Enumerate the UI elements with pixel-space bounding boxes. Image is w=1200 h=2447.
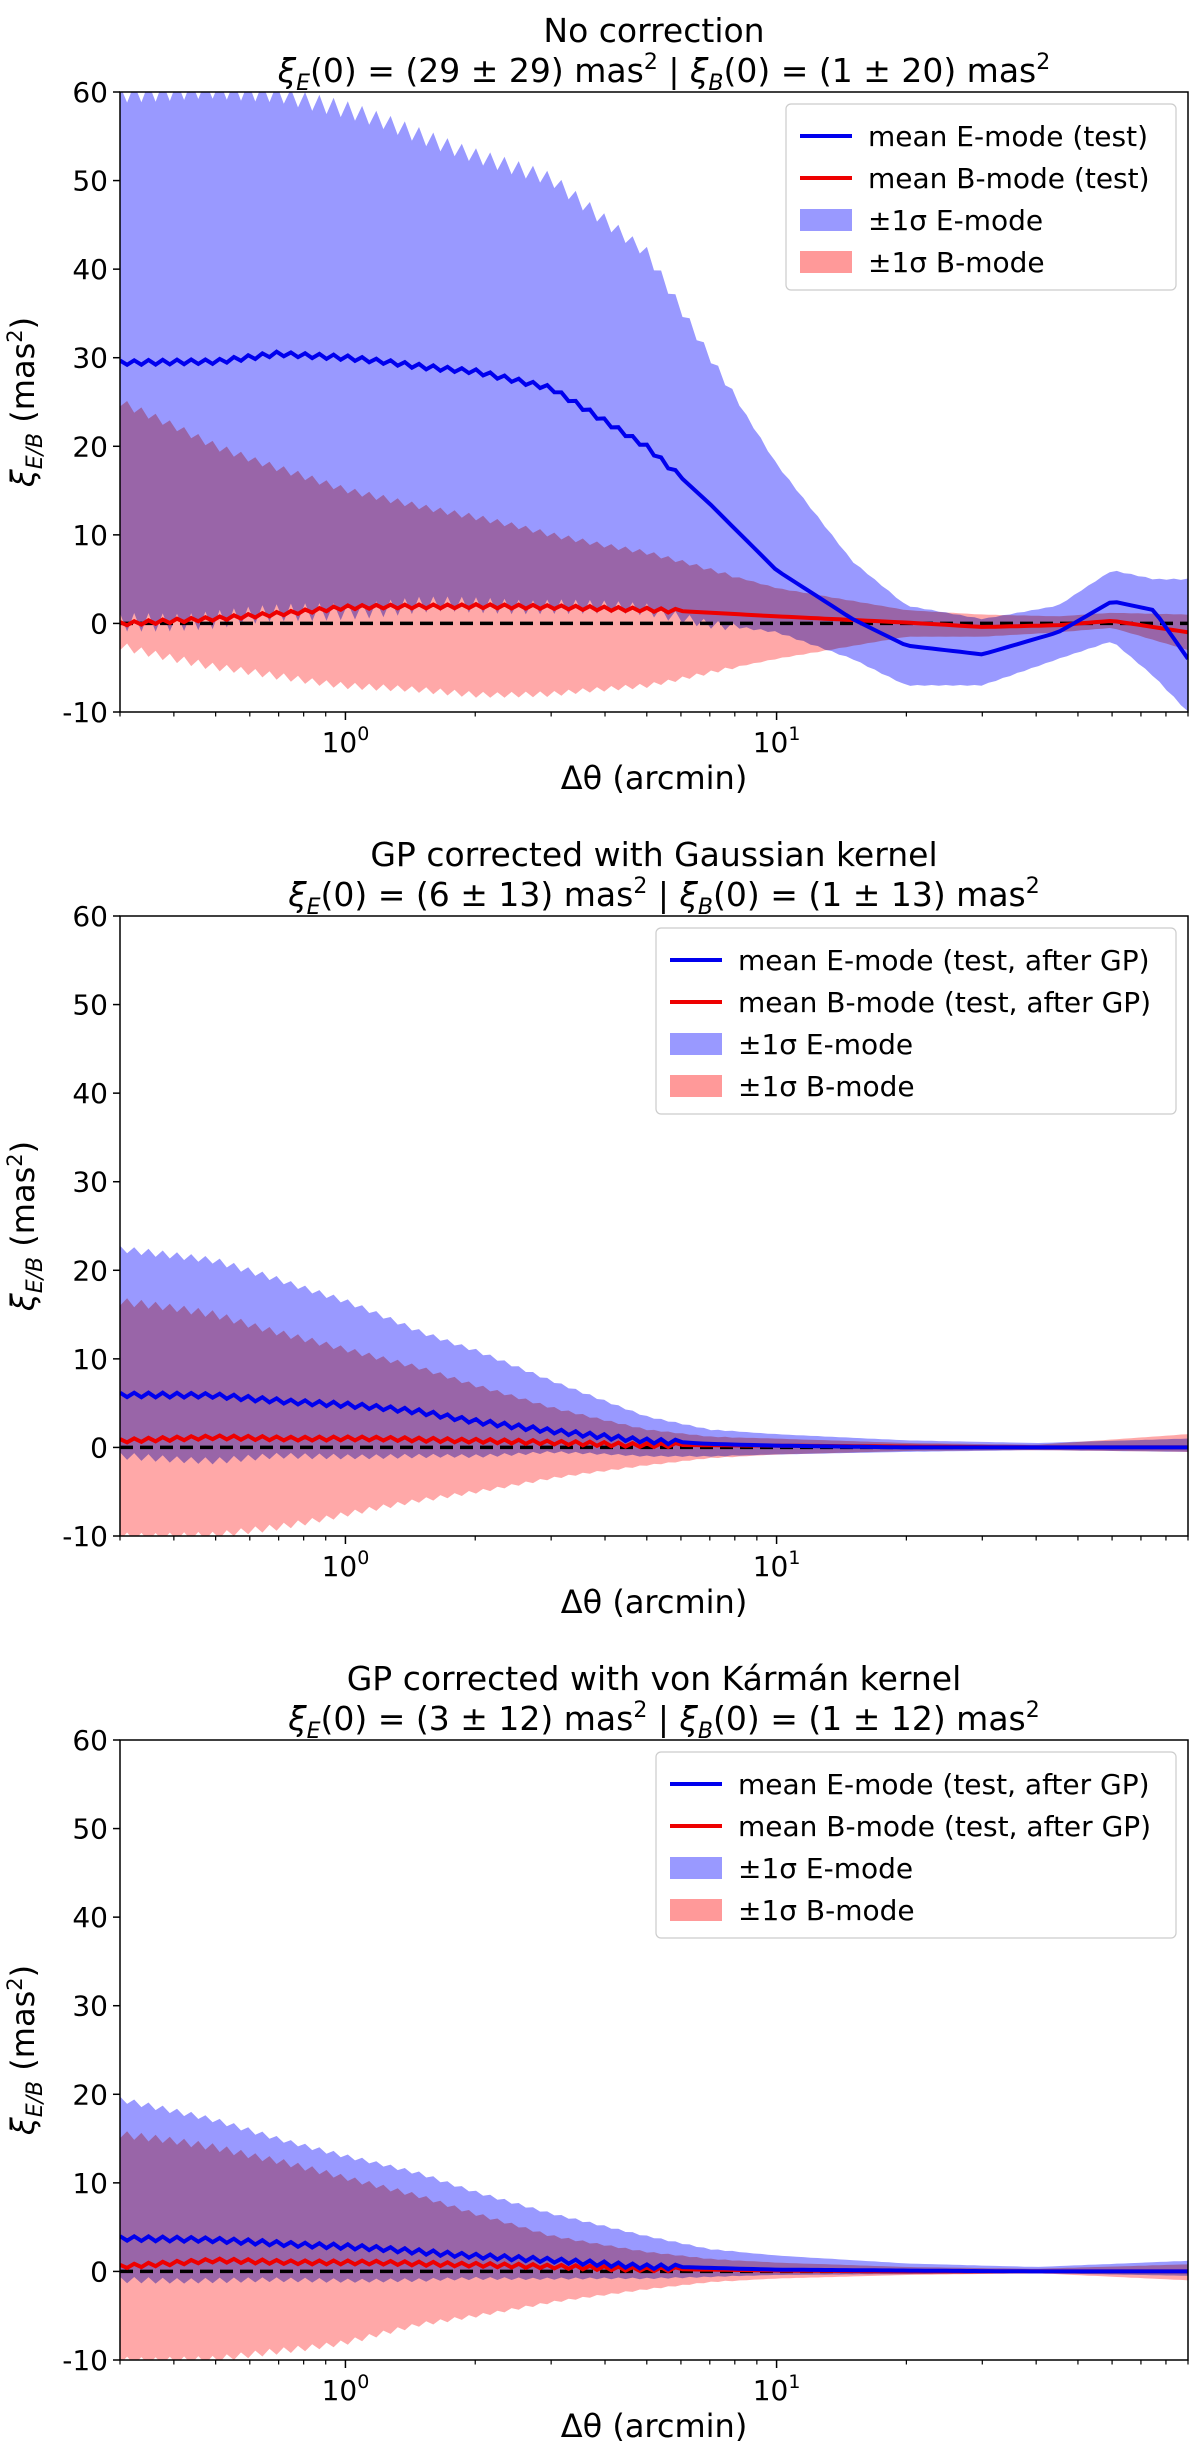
chart-3-legend-label-b-line: mean B-mode (test, after GP) [738, 1810, 1151, 1843]
chart-2-ytick-label: -10 [62, 1520, 108, 1553]
chart-1-ytick-label: 30 [72, 342, 108, 375]
chart-1-legend-swatch-b-band [800, 251, 852, 273]
chart-1-ylabel: ξE/B (mas2) [3, 317, 48, 488]
chart-3-title: GP corrected with von Kármán kernel [347, 1659, 962, 1698]
chart-2-title: GP corrected with Gaussian kernel [370, 835, 937, 874]
chart-1-ytick-label: 10 [72, 519, 108, 552]
chart-1-legend-label-b-band: ±1σ B-mode [868, 246, 1045, 279]
chart-1-subtitle: ξE(0) = (29 ± 29) mas2 | ξB(0) = (1 ± 20… [277, 50, 1051, 96]
chart-1-ytick-label: 50 [72, 165, 108, 198]
chart-2-ylabel: ξE/B (mas2) [3, 1141, 48, 1312]
chart-2-legend: mean E-mode (test, after GP) mean B-mode … [655, 927, 1177, 1115]
chart-2-legend-label-e-band: ±1σ E-mode [738, 1028, 913, 1061]
chart-1-xtick-label: 100 [322, 723, 370, 759]
chart-2-band-b-mode [120, 1298, 1188, 1536]
chart-2-ytick-label: 30 [72, 1166, 108, 1199]
chart-2-ytick-label: 20 [72, 1254, 108, 1287]
chart-2-ytick-label: 50 [72, 989, 108, 1022]
chart-2-subtitle: ξE(0) = (6 ± 13) mas2 | ξB(0) = (1 ± 13)… [287, 874, 1040, 920]
chart-3-legend: mean E-mode (test, after GP) mean B-mode … [655, 1751, 1177, 1939]
chart-3-ytick-label: 20 [72, 2078, 108, 2111]
chart-2-legend-label-b-line: mean B-mode (test, after GP) [738, 986, 1151, 1019]
chart-2-ytick-label: 60 [72, 900, 108, 933]
chart-2-legend-label-b-band: ±1σ B-mode [738, 1070, 915, 1103]
chart-3-legend-frame [655, 1751, 1177, 1939]
chart-3-plot-area [120, 2096, 1188, 2360]
chart-1-ytick-label: 20 [72, 430, 108, 463]
chart-3-ytick-label: 10 [72, 2167, 108, 2200]
chart-1-legend-label-e-band: ±1σ E-mode [868, 204, 1043, 237]
chart-3-ytick-label: 50 [72, 1813, 108, 1846]
chart-1-ytick-label: 40 [72, 253, 108, 286]
chart-2-xlabel: Δθ (arcmin) [561, 1583, 748, 1621]
chart-3-xlabel: Δθ (arcmin) [561, 2407, 748, 2445]
chart-1-legend-label-b-line: mean B-mode (test) [868, 162, 1150, 195]
chart-2-ytick-label: 40 [72, 1077, 108, 1110]
chart-2-legend-frame [655, 927, 1177, 1115]
chart-2-legend-swatch-b-band [670, 1075, 722, 1097]
chart-1-legend-swatch-e-band [800, 209, 852, 231]
chart-2-xtick-label: 100 [322, 1547, 370, 1583]
chart-3-ylabel: ξE/B (mas2) [3, 1965, 48, 2136]
chart-3-band-b-mode [120, 2131, 1188, 2360]
chart-3-ytick-label: 0 [90, 2255, 108, 2288]
chart-3-xtick-label: 100 [322, 2371, 370, 2407]
chart-1-title: No correction [543, 11, 764, 50]
chart-3-axes-frame [119, 1739, 1189, 2361]
chart-3-legend-label-e-band: ±1σ E-mode [738, 1852, 913, 1885]
chart-1-legend-label-e-line: mean E-mode (test) [868, 120, 1148, 153]
chart-2-plot-area [120, 1245, 1188, 1536]
chart-3-subtitle: ξE(0) = (3 ± 12) mas2 | ξB(0) = (1 ± 12)… [287, 1698, 1040, 1744]
chart-3-ytick-label: -10 [62, 2344, 108, 2377]
chart-3-xtick-label: 101 [753, 2371, 801, 2407]
chart-1-legend-frame [785, 103, 1177, 291]
chart-3-ytick-label: 60 [72, 1724, 108, 1757]
chart-1-line-e-mode [120, 349, 1188, 661]
chart-3-line-e-mode [120, 2233, 1188, 2274]
chart-1-axes-frame [119, 91, 1189, 713]
chart-1-ytick-label: 0 [90, 607, 108, 640]
chart-1-legend: mean E-mode (test) mean B-mode (test) ±1σ … [785, 103, 1177, 291]
chart-2-axes-frame [119, 915, 1189, 1537]
chart-2-ytick-label: 0 [90, 1431, 108, 1464]
chart-3-legend-label-e-line: mean E-mode (test, after GP) [738, 1768, 1150, 1801]
chart-3-legend-label-b-band: ±1σ B-mode [738, 1894, 915, 1927]
chart-3-legend-swatch-b-band [670, 1899, 722, 1921]
chart-2-xtick-label: 101 [753, 1547, 801, 1583]
chart-1-xlabel: Δθ (arcmin) [561, 759, 748, 797]
chart-1-xtick-label: 101 [753, 723, 801, 759]
chart-3-ytick-label: 30 [72, 1990, 108, 2023]
chart-1-ytick-label: 60 [72, 76, 108, 109]
chart-1-plot-area [120, 92, 1188, 712]
chart-2-legend-label-e-line: mean E-mode (test, after GP) [738, 944, 1150, 977]
chart-2-ytick-label: 10 [72, 1343, 108, 1376]
chart-1-ytick-label: -10 [62, 696, 108, 729]
chart-2-legend-swatch-e-band [670, 1033, 722, 1055]
chart-1-line-b-mode [120, 601, 1188, 635]
chart-3-ytick-label: 40 [72, 1901, 108, 1934]
chart-2-line-e-mode [120, 1390, 1188, 1450]
chart-3-legend-swatch-e-band [670, 1857, 722, 1879]
